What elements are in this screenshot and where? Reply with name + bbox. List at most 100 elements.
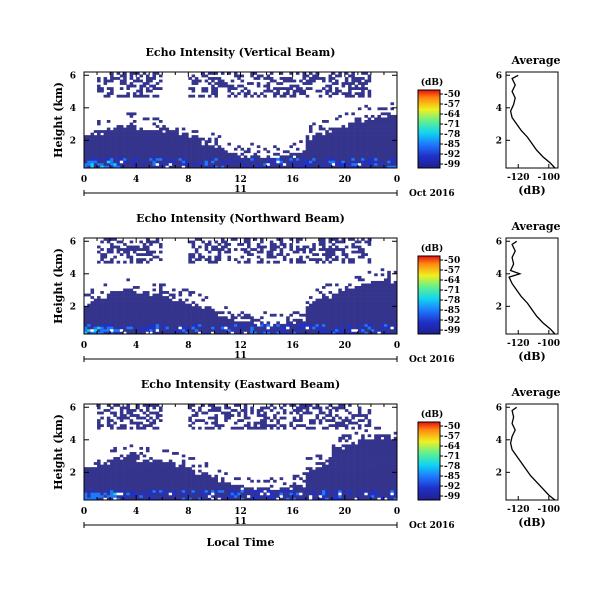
- heatmap-cell: [344, 92, 349, 96]
- heatmap-cell: [90, 152, 95, 156]
- heatmap-cell: [335, 130, 339, 133]
- heatmap-cell: [230, 323, 235, 327]
- heatmap-cell: [383, 301, 388, 304]
- heatmap-cell: [207, 152, 212, 156]
- heatmap-cell: [194, 308, 199, 312]
- heatmap-cell: [380, 152, 385, 156]
- heatmap-cell: [191, 487, 196, 491]
- heatmap-cell: [289, 326, 293, 330]
- heatmap-cell: [132, 459, 137, 463]
- heatmap-cell: [247, 494, 251, 498]
- heatmap-cell: [318, 132, 323, 136]
- heatmap-cell: [263, 497, 267, 501]
- heatmap-cell: [351, 157, 355, 161]
- heatmap-cell: [129, 162, 134, 166]
- heatmap-cell: [273, 406, 277, 410]
- heatmap-cell: [162, 147, 166, 151]
- heatmap-cell: [322, 416, 326, 420]
- heatmap-cell: [126, 308, 130, 312]
- heatmap-cell: [344, 452, 349, 455]
- heatmap-cell: [230, 84, 235, 88]
- heatmap-cell: [289, 145, 293, 149]
- heatmap-cell: [273, 489, 277, 493]
- heatmap-cell: [106, 308, 111, 312]
- heatmap-cell: [191, 311, 196, 315]
- heatmap-cell: [113, 165, 117, 169]
- heatmap-cell: [178, 140, 183, 144]
- heatmap-cell: [374, 293, 378, 297]
- heatmap-cell: [139, 79, 143, 83]
- heatmap-cell: [260, 406, 264, 410]
- heatmap-cell: [97, 132, 101, 136]
- heatmap-cell: [247, 250, 251, 254]
- heatmap-cell: [139, 479, 143, 483]
- heatmap-cell: [119, 240, 124, 244]
- heatmap-cell: [338, 155, 342, 159]
- heatmap-cell: [361, 152, 365, 156]
- heatmap-cell: [110, 248, 114, 251]
- heatmap-cell: [325, 472, 329, 476]
- heatmap-cell: [325, 89, 329, 93]
- heatmap-cell: [152, 321, 157, 325]
- heatmap-cell: [364, 306, 368, 310]
- heatmap-cell: [273, 94, 277, 98]
- heatmap-cell: [191, 326, 196, 330]
- heatmap-cell: [279, 157, 284, 161]
- heatmap-cell: [370, 318, 375, 322]
- heatmap-cell: [224, 165, 228, 169]
- heatmap-cell: [266, 323, 271, 327]
- heatmap-cell: [361, 137, 365, 141]
- heatmap-cell: [214, 140, 218, 144]
- heatmap-cell: [292, 92, 297, 96]
- heatmap-cell: [377, 283, 381, 287]
- heatmap-cell: [207, 308, 212, 312]
- heatmap-cell: [308, 457, 313, 460]
- heatmap-cell: [129, 127, 134, 131]
- heatmap-cell: [387, 283, 391, 287]
- heatmap-cell: [123, 165, 127, 169]
- heatmap-cell: [178, 323, 183, 327]
- heatmap-cell: [87, 155, 91, 159]
- heatmap-cell: [240, 419, 245, 422]
- heatmap-cell: [162, 135, 166, 138]
- heatmap-cell: [383, 125, 388, 128]
- heatmap-cell: [357, 474, 362, 478]
- heatmap-cell: [129, 459, 134, 463]
- heatmap-cell: [357, 441, 362, 445]
- heatmap-cell: [335, 135, 339, 138]
- heatmap-cell: [344, 293, 349, 297]
- heatmap-cell: [387, 152, 391, 156]
- heatmap-cell: [90, 145, 95, 149]
- heatmap-cell: [331, 72, 336, 75]
- heatmap-cell: [344, 464, 349, 468]
- heatmap-cell: [328, 308, 333, 312]
- heatmap-cell: [308, 303, 313, 307]
- heatmap-cell: [172, 165, 176, 169]
- heatmap-cell: [289, 160, 293, 164]
- heatmap-cell: [142, 130, 147, 133]
- heatmap-cell: [224, 318, 228, 322]
- heatmap-cell: [315, 318, 320, 322]
- heatmap-cell: [198, 150, 202, 154]
- heatmap-cell: [103, 494, 108, 498]
- heatmap-cell: [230, 87, 235, 90]
- heatmap-cell: [341, 421, 346, 425]
- heatmap-cell: [224, 406, 228, 410]
- heatmap-cell: [305, 489, 310, 493]
- heatmap-cell: [123, 135, 127, 138]
- heatmap-cell: [149, 497, 153, 501]
- heatmap-cell: [295, 72, 300, 75]
- heatmap-cell: [380, 286, 385, 289]
- heatmap-cell: [380, 306, 385, 310]
- heatmap-cell: [237, 484, 241, 488]
- heatmap-cell: [331, 155, 336, 159]
- heatmap-cell: [142, 497, 147, 501]
- heatmap-cell: [93, 303, 98, 307]
- heatmap-cell: [136, 89, 140, 93]
- heatmap-cell: [377, 162, 381, 166]
- heatmap-cell: [214, 313, 218, 317]
- heatmap-cell: [162, 125, 166, 128]
- heatmap-cell: [145, 301, 150, 304]
- heatmap-cell: [198, 306, 202, 310]
- heatmap-cell: [328, 459, 333, 463]
